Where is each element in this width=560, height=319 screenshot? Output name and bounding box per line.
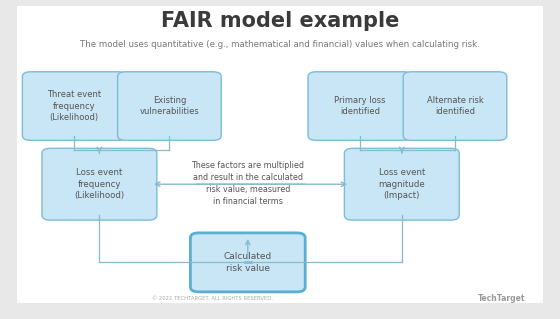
FancyBboxPatch shape bbox=[42, 148, 157, 220]
Text: Existing
vulnerabilities: Existing vulnerabilities bbox=[139, 96, 199, 116]
FancyBboxPatch shape bbox=[403, 72, 507, 140]
Text: Primary loss
identified: Primary loss identified bbox=[334, 96, 385, 116]
FancyBboxPatch shape bbox=[344, 148, 459, 220]
Text: FAIR model example: FAIR model example bbox=[161, 11, 399, 31]
Text: Calculated
risk value: Calculated risk value bbox=[223, 252, 272, 273]
Text: Loss event
magnitude
(Impact): Loss event magnitude (Impact) bbox=[379, 168, 425, 200]
FancyBboxPatch shape bbox=[17, 6, 543, 303]
FancyBboxPatch shape bbox=[22, 72, 126, 140]
Text: Threat event
frequency
(Likelihood): Threat event frequency (Likelihood) bbox=[47, 90, 101, 122]
FancyBboxPatch shape bbox=[118, 72, 221, 140]
FancyBboxPatch shape bbox=[308, 72, 412, 140]
Text: TechTarget: TechTarget bbox=[478, 294, 525, 303]
Text: These factors are multiplied
and result in the calculated
risk value, measured
i: These factors are multiplied and result … bbox=[192, 161, 304, 206]
Text: Alternate risk
identified: Alternate risk identified bbox=[427, 96, 483, 116]
Text: © 2022 TECHTARGET. ALL RIGHTS RESERVED.: © 2022 TECHTARGET. ALL RIGHTS RESERVED. bbox=[152, 296, 273, 301]
FancyBboxPatch shape bbox=[190, 233, 305, 292]
Text: Loss event
frequency
(Likelihood): Loss event frequency (Likelihood) bbox=[74, 168, 124, 200]
Text: The model uses quantitative (e.g., mathematical and financial) values when calcu: The model uses quantitative (e.g., mathe… bbox=[80, 40, 480, 49]
